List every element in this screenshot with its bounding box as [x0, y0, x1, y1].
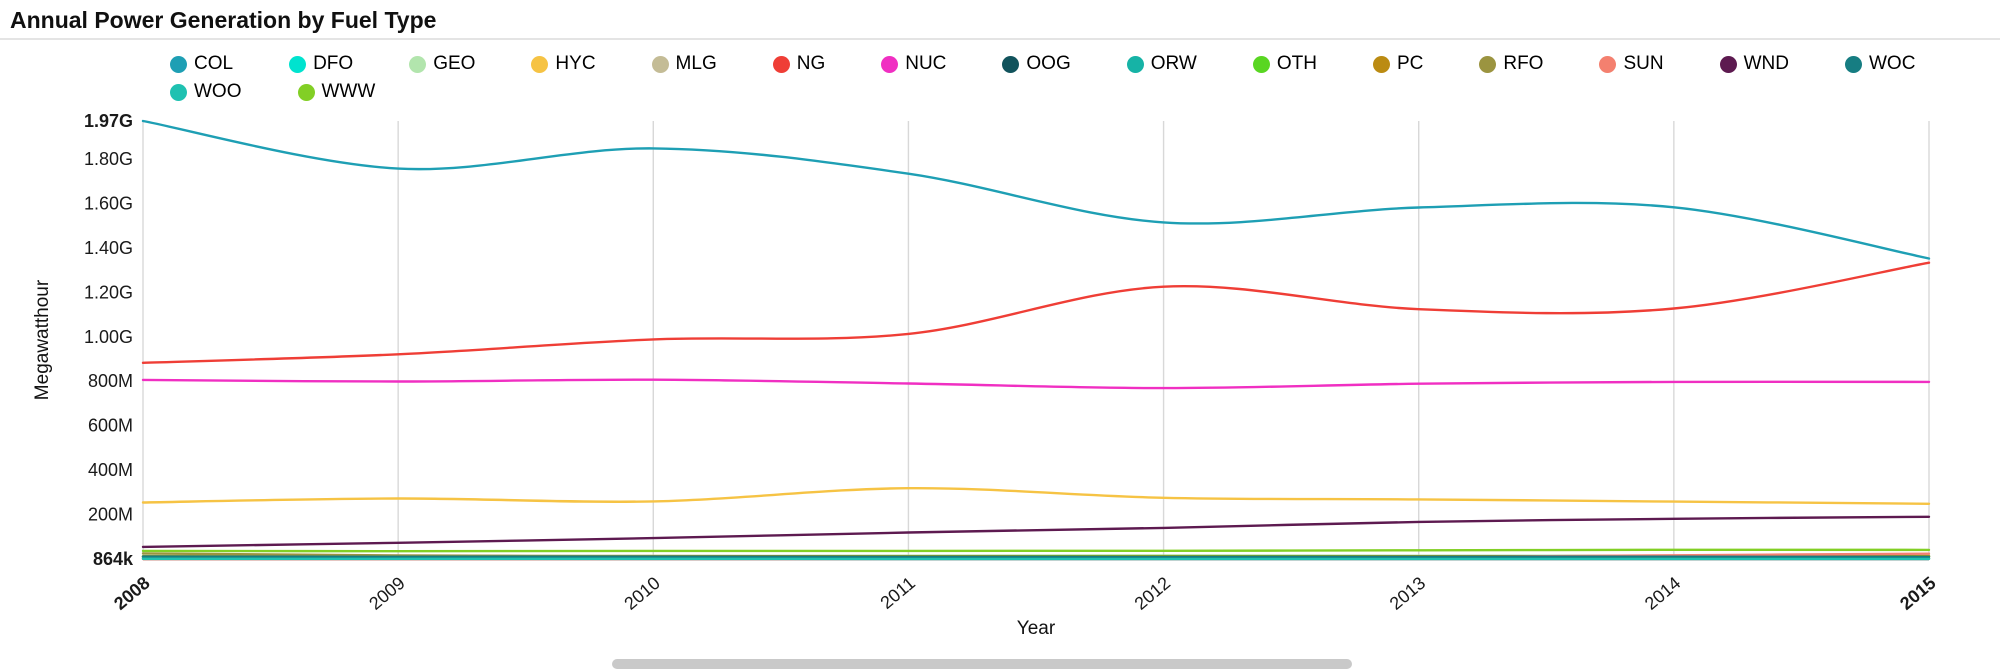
series-line-hyc — [141, 486, 1931, 505]
legend-swatch-col — [170, 55, 187, 73]
legend-label: WWW — [321, 81, 376, 102]
legend-label: MLG — [675, 53, 717, 74]
legend-item-dfo[interactable]: DFO — [289, 53, 353, 75]
legend-label: ORW — [1150, 53, 1197, 74]
legend-swatch-ng — [772, 55, 790, 73]
horizontal-scrollbar[interactable] — [612, 659, 1352, 669]
x-tick-2013: 2013 — [1386, 573, 1430, 614]
legend-swatch-pc — [1372, 55, 1390, 73]
x-tick-2008: 2008 — [110, 573, 154, 614]
legend-swatch-hyc — [531, 55, 549, 73]
legend-swatch-nuc — [881, 55, 899, 73]
legend-label: OTH — [1276, 53, 1317, 74]
legend-item-rfo[interactable]: RFO — [1479, 53, 1543, 75]
legend-label: WOO — [194, 81, 242, 102]
legend-item-geo[interactable]: GEO — [409, 53, 475, 75]
legend-item-sun[interactable]: SUN — [1599, 53, 1664, 75]
gridlines — [142, 121, 1930, 559]
y-tick-1.00G: 1.00G — [84, 327, 133, 347]
legend-item-www[interactable]: WWW — [297, 81, 376, 103]
legend-swatch-geo — [409, 55, 427, 73]
y-axis-tick-labels: 864k 200M 400M 600M 800M 1.00G 1.20G 1.40G 1.60G… — [84, 111, 134, 569]
legend-label: WND — [1743, 53, 1789, 74]
series-line-nuc — [141, 378, 1931, 390]
legend-item-oth[interactable]: OTH — [1252, 53, 1317, 75]
legend-label: RFO — [1503, 53, 1544, 74]
chart-title: Annual Power Generation by Fuel Type — [10, 7, 437, 33]
legend-swatch-dfo — [289, 55, 307, 73]
legend-swatch-www — [297, 83, 315, 101]
y-tick-400M: 400M — [88, 460, 133, 480]
y-tick-1.60G: 1.60G — [84, 193, 133, 213]
line-chart: 864k 200M 400M 600M 800M 1.00G 1.20G 1.40G 1.60G… — [32, 111, 1940, 639]
legend-label: COL — [194, 53, 234, 74]
series-line-wnd — [141, 515, 1931, 549]
series-line-col — [141, 119, 1931, 260]
legend-row-1: COL DFO GEO HYC MLG NG NUC OOG ORW OTH PC RFO SUN WND… — [170, 50, 1980, 78]
legend-swatch-woc — [1844, 55, 1862, 73]
legend-item-woc[interactable]: WOC — [1844, 53, 1916, 75]
legend-label: GEO — [433, 53, 476, 74]
legend-item-oog[interactable]: OOG — [1002, 53, 1071, 75]
legend-item-orw[interactable]: ORW — [1126, 53, 1197, 75]
legend-swatch-mlg — [651, 55, 669, 73]
legend-row-2: WOO WWW — [170, 78, 1980, 106]
chart-header: Annual Power Generation by Fuel Type — [0, 0, 2000, 40]
y-tick-1.40G: 1.40G — [84, 238, 133, 258]
y-tick-864k: 864k — [93, 549, 134, 569]
legend-label: NG — [796, 53, 826, 74]
x-tick-2010: 2010 — [620, 573, 664, 614]
x-tick-2011: 2011 — [876, 573, 919, 613]
y-axis-title: Megawatthour — [32, 279, 53, 400]
legend-swatch-woo — [170, 83, 187, 101]
legend-swatch-wnd — [1719, 55, 1737, 73]
x-tick-2014: 2014 — [1641, 573, 1685, 614]
legend-label: OOG — [1026, 53, 1071, 74]
y-tick-1.20G: 1.20G — [84, 282, 133, 302]
legend-swatch-oog — [1002, 55, 1020, 73]
legend-item-hyc[interactable]: HYC — [531, 53, 596, 75]
y-tick-200M: 200M — [88, 505, 133, 525]
y-tick-800M: 800M — [88, 371, 133, 391]
legend-swatch-sun — [1599, 55, 1617, 73]
legend-swatch-oth — [1252, 55, 1270, 73]
y-tick-1.80G: 1.80G — [84, 149, 133, 169]
series-line-www — [141, 548, 1931, 553]
legend-swatch-orw — [1126, 55, 1144, 73]
legend-label: DFO — [313, 53, 354, 74]
series-lines — [141, 119, 1931, 561]
legend-item-wnd[interactable]: WND — [1719, 53, 1789, 75]
legend-item-woo[interactable]: WOO — [170, 81, 242, 103]
series-line-ng — [141, 261, 1931, 364]
legend-item-nuc[interactable]: NUC — [881, 53, 946, 75]
legend-label: WOC — [1868, 53, 1916, 74]
legend-item-mlg[interactable]: MLG — [651, 53, 717, 75]
x-axis-title: Year — [1017, 618, 1056, 639]
legend-label: SUN — [1623, 53, 1664, 74]
x-tick-2012: 2012 — [1131, 573, 1175, 614]
legend-item-ng[interactable]: NG — [772, 53, 826, 75]
x-tick-2015: 2015 — [1896, 573, 1940, 614]
legend-swatch-rfo — [1479, 55, 1497, 73]
legend-label: NUC — [905, 53, 947, 74]
legend-item-col[interactable]: COL — [170, 53, 233, 75]
legend-label: PC — [1396, 53, 1424, 74]
x-axis-tick-labels: 2008 2009 2010 2011 2012 2013 2014 2015 — [110, 573, 1940, 614]
legend-label: HYC — [555, 53, 596, 74]
y-tick-600M: 600M — [88, 416, 133, 436]
legend: COL DFO GEO HYC MLG NG NUC OOG ORW OTH PC RFO SUN WND… — [170, 50, 1980, 106]
x-tick-2009: 2009 — [365, 573, 409, 614]
y-tick-1.97G: 1.97G — [84, 111, 133, 131]
legend-item-pc[interactable]: PC — [1372, 53, 1424, 75]
